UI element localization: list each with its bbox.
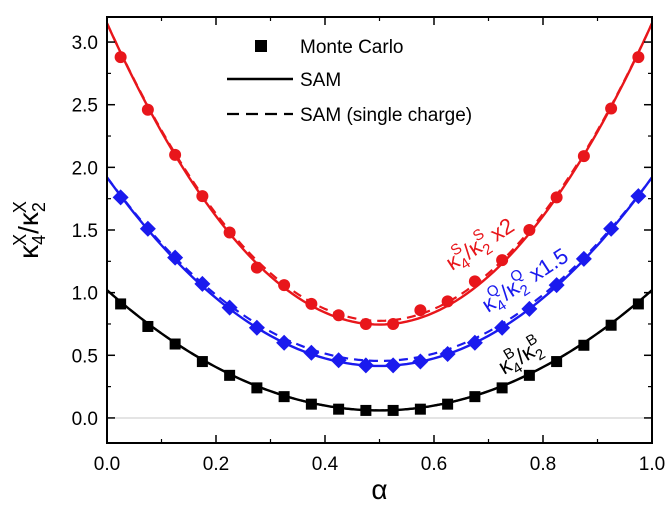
legend-entry: SAM (single charge): [227, 105, 472, 126]
data-point-q: [221, 299, 238, 316]
data-point-s: [278, 279, 291, 292]
data-point-b: [605, 319, 617, 331]
data-point-b: [333, 403, 345, 415]
data-point-s: [387, 317, 400, 330]
x-tick-label: 0.6: [421, 454, 447, 475]
data-point-s: [250, 261, 263, 274]
data-point-b: [278, 391, 290, 403]
data-point-q: [466, 334, 483, 351]
y-tick-label: 2.0: [72, 158, 98, 179]
legend-label: Monte Carlo: [300, 37, 404, 58]
legend-label: SAM (single charge): [300, 105, 472, 126]
data-point-q: [521, 300, 538, 317]
data-point-s: [114, 51, 127, 64]
y-tick-label: 3.0: [72, 33, 98, 54]
data-point-b: [469, 391, 481, 403]
data-point-s: [305, 297, 318, 310]
data-point-b: [224, 369, 236, 381]
y-tick-label: 1.5: [72, 221, 98, 242]
data-point-b: [305, 398, 317, 410]
data-point-q: [439, 346, 456, 363]
model-curves: [105, 22, 654, 419]
data-point-s: [169, 148, 182, 161]
data-point-q: [357, 357, 374, 374]
x-tick-label: 0.4: [312, 454, 339, 475]
data-point-s: [332, 309, 345, 322]
data-point-s: [550, 191, 563, 204]
data-point-b: [251, 382, 263, 394]
series-label-s: κ4S/κ2S x2: [439, 209, 521, 279]
data-point-q: [494, 319, 511, 336]
data-point-q: [248, 319, 265, 336]
series-label-b: κ4B/κ2B: [492, 330, 550, 383]
data-point-s: [223, 226, 236, 239]
sam-curve-s: [105, 22, 654, 326]
data-point-q: [167, 249, 184, 266]
data-markers: [112, 51, 647, 416]
data-point-s: [414, 304, 427, 317]
legend-marker-monte-carlo: [255, 40, 267, 52]
legend-entry: Monte Carlo: [255, 37, 404, 58]
x-tick-label: 1.0: [639, 454, 665, 475]
data-point-q: [412, 353, 429, 370]
data-point-q: [112, 189, 129, 206]
x-tick-label: 0.2: [203, 454, 229, 475]
data-point-q: [603, 220, 620, 237]
data-point-q: [630, 188, 647, 205]
legend-entry: SAM: [227, 70, 341, 91]
sam-single-charge-curve-q: [106, 176, 653, 363]
data-point-s: [496, 254, 509, 267]
data-point-q: [385, 357, 402, 374]
sam-single-charge-curve-s: [106, 22, 653, 322]
plot-frame: [106, 16, 653, 444]
data-point-s: [523, 224, 536, 236]
data-point-s: [577, 150, 590, 163]
data-point-b: [196, 356, 208, 368]
y-tick-label: 0.0: [72, 409, 98, 430]
data-point-q: [303, 344, 320, 361]
legend: Monte Carlo SAM SAM (single charge): [227, 37, 472, 126]
data-point-s: [441, 295, 454, 308]
y-tick-label: 0.5: [72, 346, 98, 367]
data-point-b: [523, 369, 535, 381]
data-point-s: [605, 102, 618, 115]
data-point-b: [442, 398, 454, 410]
y-axis-title: κ4X/κ2X: [10, 201, 49, 259]
data-point-b: [414, 403, 426, 415]
data-point-q: [548, 277, 565, 294]
data-point-b: [578, 339, 590, 351]
data-point-b: [115, 298, 127, 310]
x-tick-label: 0.0: [94, 454, 120, 475]
data-point-s: [196, 190, 209, 203]
x-tick-label: 0.8: [530, 454, 556, 475]
data-point-s: [468, 275, 481, 288]
y-tick-label: 2.5: [72, 96, 98, 117]
data-point-q: [575, 250, 592, 267]
data-point-b: [169, 338, 181, 350]
x-axis-title: α: [371, 474, 387, 505]
axis-ticks: 0.0 0.2 0.4 0.6 0.8 1.0 0.0 0.5 1.0 1.5 2.0 2.5 3.0: [72, 17, 665, 475]
data-point-b: [387, 404, 399, 416]
data-point-q: [139, 220, 156, 237]
data-point-b: [496, 382, 508, 394]
data-point-s: [141, 103, 154, 116]
data-point-s: [359, 317, 372, 330]
data-point-q: [194, 275, 211, 292]
data-point-b: [360, 404, 372, 416]
data-point-q: [330, 352, 347, 369]
data-point-q: [276, 334, 293, 351]
data-point-s: [632, 51, 645, 64]
legend-label: SAM: [300, 70, 341, 91]
y-tick-label: 1.0: [72, 284, 98, 305]
data-point-b: [632, 298, 644, 310]
data-point-b: [551, 356, 563, 368]
sam-curve-b: [106, 289, 653, 412]
data-point-b: [142, 320, 154, 332]
